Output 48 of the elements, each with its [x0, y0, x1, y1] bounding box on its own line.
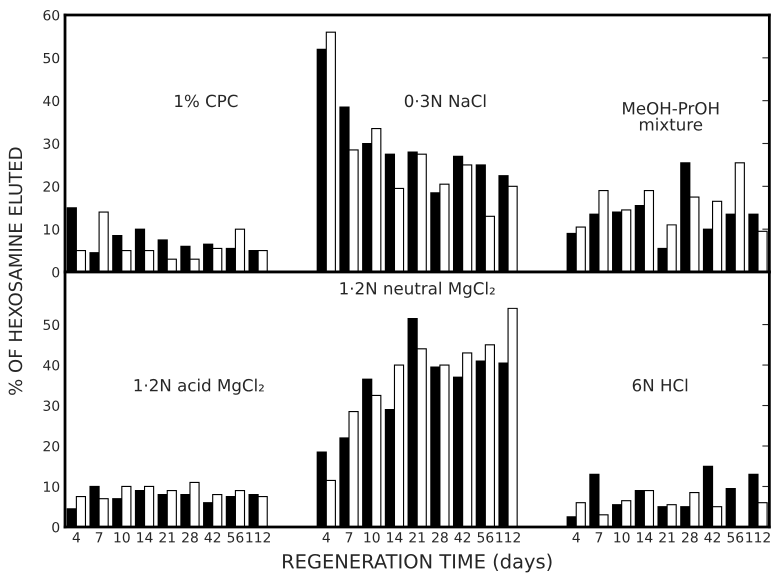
x-tick-label: 28 — [182, 532, 198, 543]
x-tick-label: 28 — [432, 532, 448, 543]
x-tick-label: 112 — [246, 532, 270, 542]
x-tick-label: 4 — [572, 532, 580, 542]
x-tick-label: 14 — [637, 532, 652, 542]
x-tick-label: 21 — [409, 532, 425, 542]
x-tick-label: 112 — [496, 532, 520, 542]
x-tick-label: 14 — [137, 532, 153, 542]
annotation: 1% CPC — [175, 94, 238, 108]
x-tick-label: 42 — [454, 532, 470, 542]
y-tick-label: 0 — [52, 522, 60, 532]
x-tick-label: 4 — [322, 532, 330, 542]
y-tick-label: 50 — [44, 52, 60, 64]
y-tick-label: 50 — [44, 320, 60, 330]
annotation: MeOH-PrOH mixture — [623, 102, 718, 131]
y-tick-label: 30 — [44, 138, 60, 149]
y-axis-title: % OF HEXOSAMINE ELUTED — [8, 148, 22, 395]
x-tick-label: 21 — [659, 532, 675, 542]
y-tick-label: 20 — [44, 440, 60, 452]
x-tick-label: 10 — [114, 532, 130, 543]
annotation: 0·3N NaCl — [404, 94, 486, 108]
annotation: 1·2N acid MgCl₂ — [134, 378, 264, 395]
x-tick-label: 21 — [159, 532, 175, 542]
x-tick-label: 7 — [596, 532, 602, 542]
x-tick-label: 14 — [387, 532, 403, 542]
x-tick-label: 28 — [682, 532, 698, 543]
x-axis-title: REGENERATION TIME (days) — [283, 554, 552, 572]
x-tick-label: 10 — [364, 532, 380, 543]
y-tick-label: 30 — [44, 400, 60, 412]
annotation: 1·2N neutral MgCl₂ — [340, 282, 495, 298]
annotation: 6N HCl — [632, 378, 688, 392]
x-tick-label: 56 — [228, 532, 244, 543]
x-tick-label: 7 — [346, 532, 352, 542]
x-tick-label: 56 — [728, 532, 744, 543]
y-tick-label: 60 — [43, 10, 60, 20]
x-tick-label: 56 — [478, 532, 494, 543]
x-tick-label: 4 — [72, 532, 80, 542]
y-tick-label: 40 — [43, 96, 60, 106]
x-tick-label: 10 — [614, 532, 630, 543]
x-tick-label: 42 — [704, 532, 720, 542]
y-tick-label: 20 — [44, 181, 60, 192]
x-tick-label: 112 — [746, 532, 770, 542]
y-tick-label: 10 — [44, 224, 60, 235]
y-tick-label: 40 — [43, 360, 60, 371]
y-tick-label: 0 — [52, 266, 60, 278]
x-tick-label: 7 — [96, 532, 102, 542]
y-tick-label: 10 — [44, 481, 60, 492]
x-tick-label: 42 — [204, 532, 220, 542]
